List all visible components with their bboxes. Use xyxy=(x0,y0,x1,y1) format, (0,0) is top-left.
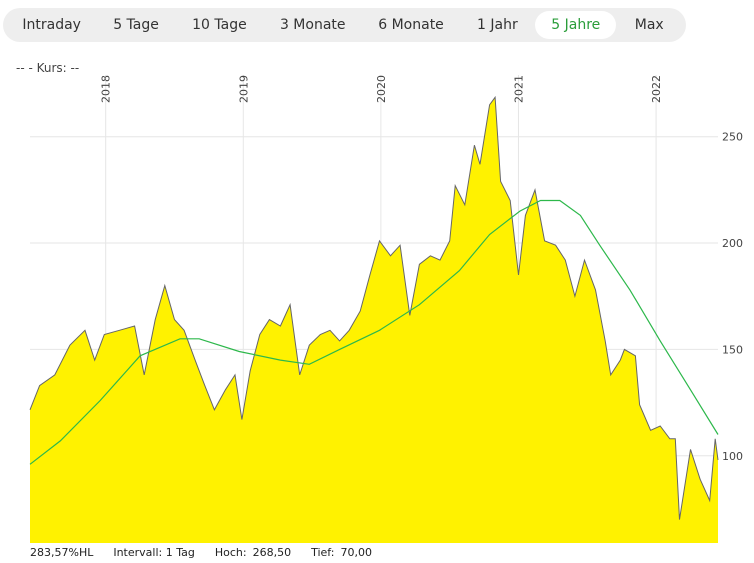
y-tick-label: 250 xyxy=(722,131,743,144)
chart: -- - Kurs: -- 100 150 200 250 2018 2019 2020 20… xyxy=(16,61,743,544)
y-tick-label: 100 xyxy=(722,450,743,463)
range-tab[interactable]: 5 Tage xyxy=(113,17,159,33)
x-tick-label: 2020 xyxy=(375,75,388,103)
range-tab[interactable]: 3 Monate xyxy=(279,17,346,33)
range-tab[interactable]: Max xyxy=(634,17,664,33)
range-tab[interactable]: Intraday xyxy=(22,17,81,33)
x-tick-label: 2018 xyxy=(100,75,113,103)
range-tab[interactable]: 5 Jahre xyxy=(535,11,617,39)
y-tick-label: 200 xyxy=(722,237,743,250)
range-tab[interactable]: 6 Monate xyxy=(378,17,444,33)
price-area xyxy=(30,97,718,544)
x-tick-label: 2021 xyxy=(512,75,525,103)
y-tick-label: 150 xyxy=(722,343,743,356)
price-line xyxy=(29,95,719,520)
x-tick-label: 2022 xyxy=(650,75,663,103)
footer-text: Tief: xyxy=(311,546,335,559)
x-tick-label: 2019 xyxy=(237,75,250,103)
footer-text: Intervall: 1 Tag xyxy=(113,546,195,559)
range-tabs: Intraday 5 Tage 10 Tage 3 Monate 6 Monate 1 J… xyxy=(3,8,686,42)
range-tab[interactable]: 1 Jahr xyxy=(477,17,518,33)
average-line xyxy=(29,199,719,465)
chart-title: -- - Kurs: -- xyxy=(16,61,79,75)
footer-text: 70,00 xyxy=(340,546,373,559)
footer-text: 268,50 xyxy=(252,546,292,559)
range-tab[interactable]: 10 Tage xyxy=(192,17,247,33)
footer-text: 283,57%HL xyxy=(30,546,94,559)
footer: 283,57%HL Intervall: 1 Tag Hoch: 268,50 Tief… xyxy=(30,546,372,559)
footer-text: Hoch: xyxy=(214,546,247,559)
